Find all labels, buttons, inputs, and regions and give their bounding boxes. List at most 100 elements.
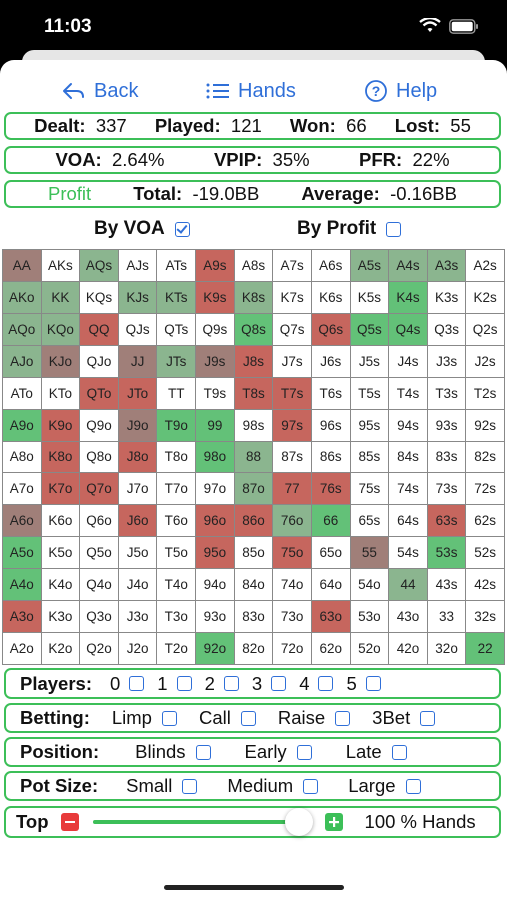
hand-cell[interactable]: K3s	[427, 281, 467, 314]
pot-size-option-small[interactable]: Small	[126, 775, 198, 797]
hand-cell[interactable]: J5o	[118, 537, 158, 570]
sort-by-profit-option[interactable]: By Profit	[297, 218, 402, 240]
hand-cell[interactable]: KK	[41, 281, 81, 314]
hand-cell[interactable]: J4o	[118, 569, 158, 602]
hand-cell[interactable]: KQo	[41, 313, 81, 346]
players-checkbox[interactable]	[223, 676, 239, 691]
sort-by-voa-checkbox[interactable]	[174, 221, 190, 237]
decrease-button[interactable]	[60, 813, 79, 831]
hand-cell[interactable]: A4s	[389, 250, 428, 282]
hand-cell[interactable]: 63s	[427, 505, 467, 538]
hand-cell[interactable]: T7o	[157, 473, 197, 506]
hand-cell[interactable]: T8s	[234, 377, 274, 410]
pot-size-option-large[interactable]: Large	[348, 775, 421, 797]
hand-cell[interactable]: J6s	[311, 345, 351, 378]
hand-cell[interactable]: T3o	[157, 601, 197, 634]
hand-cell[interactable]: T5o	[157, 537, 197, 570]
hand-cell[interactable]: 86o	[234, 505, 274, 538]
hand-cell[interactable]: Q2s	[466, 313, 505, 346]
hand-cell[interactable]: A3o	[3, 601, 42, 634]
help-button[interactable]: ? Help	[364, 76, 437, 106]
hand-cell[interactable]: K7o	[41, 473, 81, 506]
hand-cell[interactable]: KJs	[118, 281, 158, 314]
hand-cell[interactable]: A8o	[3, 441, 42, 474]
players-checkbox[interactable]	[318, 676, 334, 691]
hand-cell[interactable]: 93s	[427, 409, 467, 442]
hand-cell[interactable]: 96o	[196, 505, 235, 538]
players-checkbox[interactable]	[176, 676, 192, 691]
hand-cell[interactable]: 95o	[196, 537, 235, 570]
hand-cell[interactable]: K6s	[311, 281, 351, 314]
betting-checkbox[interactable]	[161, 710, 177, 726]
hand-cell[interactable]: 95s	[350, 409, 390, 442]
hand-cell[interactable]: 77	[273, 473, 312, 506]
hand-cell[interactable]: 86s	[311, 441, 351, 474]
players-option-3[interactable]: 3	[252, 673, 287, 695]
hand-cell[interactable]: Q9o	[80, 409, 119, 442]
hand-cell[interactable]: AA	[3, 250, 42, 282]
pot-size-checkbox[interactable]	[303, 778, 319, 794]
hand-cell[interactable]: AKo	[3, 281, 42, 314]
hand-cell[interactable]: T2o	[157, 633, 197, 665]
hand-cell[interactable]: AQo	[3, 313, 42, 346]
hand-cell[interactable]: 96s	[311, 409, 351, 442]
hand-cell[interactable]: A2o	[3, 633, 42, 665]
hand-cell[interactable]: AKs	[41, 250, 81, 282]
hand-cell[interactable]: 64o	[311, 569, 351, 602]
sort-by-profit-checkbox[interactable]	[386, 221, 402, 237]
betting-option-3bet[interactable]: 3Bet	[372, 707, 436, 729]
hand-cell[interactable]: K3o	[41, 601, 81, 634]
players-option-0[interactable]: 0	[110, 673, 145, 695]
hand-cell[interactable]: 82o	[234, 633, 274, 665]
hand-cell[interactable]: 42s	[466, 569, 505, 602]
hand-cell[interactable]: 76o	[273, 505, 312, 538]
hand-cell[interactable]: J5s	[350, 345, 390, 378]
players-option-4[interactable]: 4	[299, 673, 334, 695]
hand-cell[interactable]: T7s	[273, 377, 312, 410]
hand-cell[interactable]: Q5o	[80, 537, 119, 570]
hand-cell[interactable]: 43s	[427, 569, 467, 602]
hand-cell[interactable]: 73s	[427, 473, 467, 506]
hand-cell[interactable]: 63o	[311, 601, 351, 634]
hand-cell[interactable]: Q8s	[234, 313, 274, 346]
hand-cell[interactable]: T5s	[350, 377, 390, 410]
hand-cell[interactable]: 65s	[350, 505, 390, 538]
hand-cell[interactable]: J8o	[118, 441, 158, 474]
back-button[interactable]: Back	[62, 76, 138, 106]
hand-cell[interactable]: ATo	[3, 377, 42, 410]
hand-cell[interactable]: ATs	[157, 250, 197, 282]
hand-cell[interactable]: 33	[427, 601, 467, 634]
hand-cell[interactable]: J3s	[427, 345, 467, 378]
hand-cell[interactable]: A9o	[3, 409, 42, 442]
position-checkbox[interactable]	[195, 744, 211, 760]
hand-cell[interactable]: A3s	[427, 250, 467, 282]
hand-cell[interactable]: 73o	[273, 601, 312, 634]
top-hands-slider[interactable]	[92, 808, 313, 836]
betting-checkbox[interactable]	[335, 710, 351, 726]
hand-cell[interactable]: K8o	[41, 441, 81, 474]
hand-cell[interactable]: A9s	[196, 250, 235, 282]
hand-cell[interactable]: Q5s	[350, 313, 390, 346]
hand-cell[interactable]: QJs	[118, 313, 158, 346]
betting-option-call[interactable]: Call	[199, 707, 256, 729]
hand-cell[interactable]: 22	[466, 633, 505, 665]
hand-cell[interactable]: 92s	[466, 409, 505, 442]
hand-cell[interactable]: J7o	[118, 473, 158, 506]
hand-cell[interactable]: 82s	[466, 441, 505, 474]
hand-cell[interactable]: Q7o	[80, 473, 119, 506]
position-checkbox[interactable]	[391, 744, 407, 760]
hand-cell[interactable]: Q3s	[427, 313, 467, 346]
hand-cell[interactable]: 99	[196, 409, 235, 442]
hand-cell[interactable]: 72s	[466, 473, 505, 506]
hand-cell[interactable]: JTs	[157, 345, 197, 378]
hand-cell[interactable]: K9o	[41, 409, 81, 442]
hand-cell[interactable]: A2s	[466, 250, 505, 282]
hand-cell[interactable]: J2o	[118, 633, 158, 665]
hand-cell[interactable]: 53o	[350, 601, 390, 634]
hand-cell[interactable]: J9o	[118, 409, 158, 442]
hand-cell[interactable]: K5s	[350, 281, 390, 314]
hand-cell[interactable]: A4o	[3, 569, 42, 602]
hand-cell[interactable]: K4s	[389, 281, 428, 314]
hand-cell[interactable]: AQs	[80, 250, 119, 282]
hand-cell[interactable]: J9s	[196, 345, 235, 378]
